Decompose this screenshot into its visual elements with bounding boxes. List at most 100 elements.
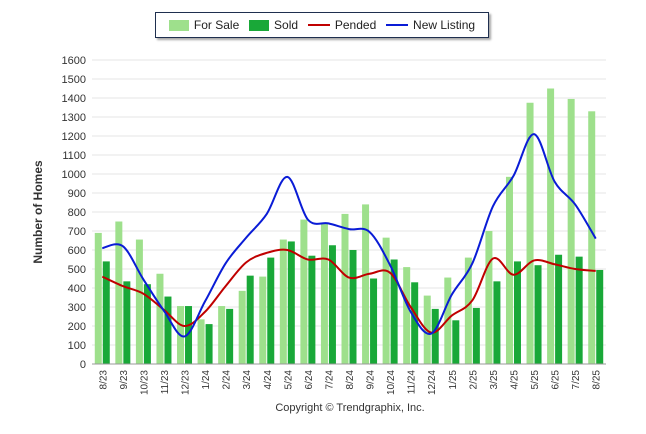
x-tick-label: 3/25: [489, 370, 500, 390]
for-sale-bar: [218, 306, 226, 364]
x-tick-label: 2/25: [468, 370, 479, 390]
legend-label-sold: Sold: [274, 18, 299, 32]
for-sale-bar: [135, 239, 143, 364]
sold-bar: [370, 278, 378, 364]
y-tick-label: 400: [68, 283, 86, 295]
x-tick-label: 8/25: [592, 370, 603, 390]
x-tick-label: 6/24: [304, 370, 315, 390]
for-sale-bar: [382, 237, 390, 364]
y-tick-label: 800: [68, 207, 86, 219]
sold-bar: [246, 275, 254, 364]
sold-bar: [431, 308, 439, 364]
x-tick-label: 11/24: [407, 370, 418, 395]
sold-bar: [226, 308, 234, 364]
sold-bar: [205, 324, 213, 364]
sold-bar: [534, 265, 542, 364]
sold-swatch: [249, 19, 270, 31]
for-sale-bar: [300, 219, 308, 364]
for-sale-bar: [197, 319, 205, 364]
x-tick-label: 4/24: [263, 370, 274, 390]
x-tick-label: 12/24: [427, 370, 438, 395]
sold-bar: [390, 259, 398, 364]
x-tick-label: 2/24: [222, 370, 233, 390]
y-tick-label: 300: [68, 302, 86, 314]
y-tick-label: 1200: [62, 131, 86, 143]
sold-bar: [555, 254, 563, 364]
sold-bar: [143, 284, 151, 364]
gridlines: [92, 59, 606, 365]
legend-label-new-listing: New Listing: [413, 18, 476, 32]
pended-swatch: [307, 24, 330, 26]
y-tick-label: 1300: [62, 112, 86, 124]
new-listing-line: [102, 133, 597, 338]
sold-bar: [452, 320, 460, 364]
sold-bar: [287, 241, 295, 364]
sold-bar: [164, 296, 172, 364]
y-tick-label: 1100: [62, 150, 86, 162]
for-sale-bar: [567, 98, 575, 364]
y-tick-label: 600: [68, 245, 86, 257]
for-sale-bar: [259, 276, 267, 364]
y-tick-label: 1000: [62, 169, 86, 181]
y-tick-label: 1600: [62, 55, 86, 67]
x-tick-label: 1/25: [448, 370, 459, 390]
for-sale-bar: [588, 111, 596, 364]
x-tick-label: 10/23: [139, 370, 150, 395]
for-sale-bar: [341, 213, 349, 364]
sold-bar: [102, 261, 110, 364]
sold-bar: [328, 245, 336, 364]
y-tick-label: 700: [68, 226, 86, 238]
y-tick-label: 1500: [62, 74, 86, 86]
legend-item-pended[interactable]: Pended: [307, 18, 377, 32]
new-listing-swatch: [386, 24, 409, 26]
sold-bar: [575, 256, 583, 364]
copyright-text: Copyright © Trendgraphix, Inc.: [275, 402, 425, 414]
for-sale-bar: [320, 222, 328, 364]
x-tick-label: 3/24: [242, 370, 253, 390]
sold-bar: [411, 282, 419, 364]
x-tick-label: 7/24: [324, 370, 335, 390]
sold-bar: [123, 281, 131, 364]
x-tick-label: 12/23: [181, 370, 192, 395]
y-tick-label: 200: [68, 321, 86, 333]
x-tick-label: 11/23: [160, 370, 171, 395]
for-sale-bar: [547, 88, 555, 364]
y-axis-ticks: 0 100 200 300 400 500 600 700 800 900 1000 1100 1200…: [62, 55, 86, 371]
x-tick-label: 4/25: [509, 370, 520, 390]
for-sale-bar: [156, 273, 164, 364]
for-sale-bar: [238, 290, 246, 364]
for-sale-bar: [279, 239, 287, 364]
x-tick-label: 6/25: [551, 370, 562, 390]
x-tick-label: 8/24: [345, 370, 356, 390]
sold-bar: [308, 255, 316, 364]
x-tick-label: 10/24: [386, 370, 397, 395]
for-sale-bar: [362, 204, 370, 364]
sold-bar: [472, 307, 480, 364]
y-tick-label: 100: [68, 340, 86, 352]
legend-item-for-sale[interactable]: For Sale: [168, 18, 240, 32]
y-tick-label: 1400: [62, 93, 86, 105]
sold-bar: [596, 269, 604, 364]
legend-label-pended: Pended: [334, 18, 377, 32]
for-sale-bar: [485, 231, 493, 364]
x-axis-ticks: 8/23 9/23 10/23 11/23 12/23 1/24 2/24 3/24 4/24 5…: [98, 370, 602, 395]
pended-line: [101, 248, 596, 334]
y-tick-label: 900: [68, 188, 86, 200]
x-tick-label: 1/24: [201, 370, 212, 390]
legend-item-new-listing[interactable]: New Listing: [386, 18, 475, 32]
for-sale-bar: [94, 232, 102, 364]
x-tick-label: 8/23: [98, 370, 109, 390]
legend-item-sold[interactable]: Sold: [249, 18, 298, 32]
sold-bar: [493, 281, 501, 364]
y-tick-label: 500: [68, 264, 86, 276]
x-tick-label: 9/24: [366, 370, 377, 390]
sold-bar: [349, 250, 357, 364]
legend-label-for-sale: For Sale: [193, 18, 240, 32]
lines: [101, 133, 597, 338]
for-sale-bar: [115, 221, 123, 364]
legend: For Sale Sold Pended New Listing: [155, 12, 489, 38]
sold-bar: [267, 257, 275, 364]
x-tick-label: 5/25: [530, 370, 541, 390]
for-sale-swatch: [168, 19, 189, 31]
for-sale-bar: [526, 102, 534, 364]
